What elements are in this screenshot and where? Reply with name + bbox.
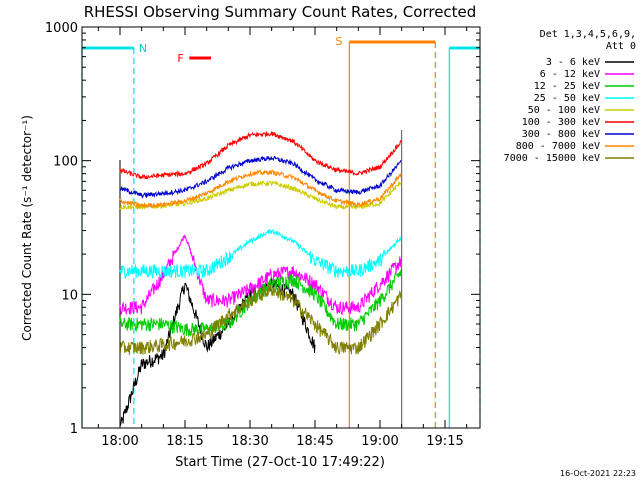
legend-item-label: 25 - 50 keV xyxy=(534,93,600,104)
legend-header-line: Att 0 xyxy=(606,41,636,52)
series-line-7 xyxy=(119,169,402,209)
series-line-5 xyxy=(119,131,402,180)
x-tick-label: 18:00 xyxy=(101,434,138,449)
legend-item-label: 300 - 800 keV xyxy=(522,129,600,140)
legend-item-label: 7000 - 15000 keV xyxy=(504,153,600,164)
series-line-4 xyxy=(119,180,402,211)
saa-label: S xyxy=(335,35,342,48)
timestamp: 16-Oct-2021 22:23 xyxy=(560,469,636,478)
legend-item-label: 100 - 300 keV xyxy=(522,117,600,128)
y-tick-label: 10 xyxy=(61,288,78,303)
y-tick-label: 100 xyxy=(53,155,78,170)
series-line-2 xyxy=(119,268,402,338)
legend-item-label: 800 - 7000 keV xyxy=(516,141,600,152)
legend-item-label: 3 - 6 keV xyxy=(546,57,600,68)
x-tick-label: 19:00 xyxy=(361,434,398,449)
series-line-6 xyxy=(119,155,402,199)
x-axis-label: Start Time (27-Oct-10 17:49:22) xyxy=(175,455,385,470)
series-lines xyxy=(119,131,402,426)
series-line-1 xyxy=(119,234,402,316)
x-tick-label: 18:45 xyxy=(296,434,333,449)
legend-item-label: 12 - 25 keV xyxy=(534,81,600,92)
y-axis-label: Corrected Count Rate (s⁻¹ detector⁻¹) xyxy=(20,115,34,341)
x-tick-label: 18:15 xyxy=(166,434,203,449)
flare-label: F xyxy=(177,52,183,65)
x-tick-label: 19:15 xyxy=(426,434,463,449)
series-line-8 xyxy=(119,283,402,355)
legend-header-line: Det 1,3,4,5,6,9, xyxy=(540,29,636,40)
y-tick-label: 1000 xyxy=(45,21,78,36)
x-tick-label: 18:30 xyxy=(231,434,268,449)
series-line-3 xyxy=(119,228,402,280)
axes: 18:00 18:15 18:30 18:45 19:00 19:15 1 10 100 1000 xyxy=(45,21,481,449)
y-tick-label: 1 xyxy=(70,422,78,437)
night-label: N xyxy=(139,42,147,55)
legend-item-label: 50 - 100 keV xyxy=(528,105,600,116)
plot-frame xyxy=(81,26,481,429)
chart-title: RHESSI Observing Summary Count Rates, Co… xyxy=(84,3,477,21)
series-line-0 xyxy=(120,277,316,426)
legend-item-label: 6 - 12 keV xyxy=(540,69,600,80)
